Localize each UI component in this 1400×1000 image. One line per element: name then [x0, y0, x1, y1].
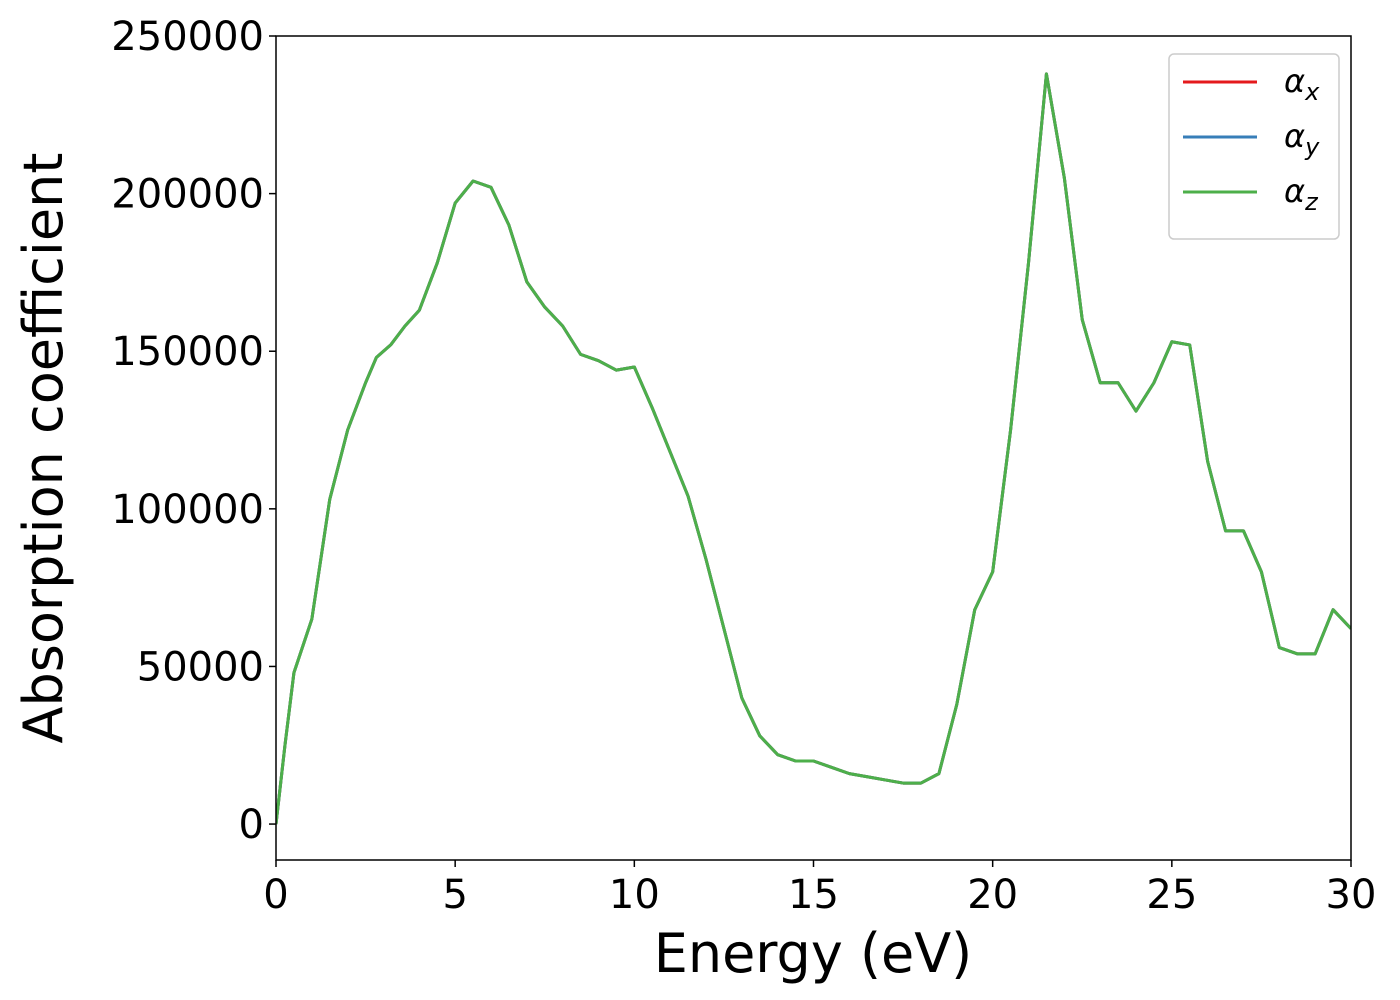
- series-line: [276, 72, 1351, 825]
- legend-label: αy: [1284, 117, 1320, 161]
- y-axis-label: Absorption coefficient: [12, 153, 75, 744]
- plot-frame: [275, 35, 1352, 861]
- legend-label: αz: [1284, 172, 1319, 216]
- y-tick-label: 200000: [111, 172, 264, 218]
- x-tick-label: 25: [1146, 872, 1197, 918]
- x-tick-label: 20: [967, 872, 1018, 918]
- legend-label: αx: [1284, 62, 1320, 106]
- y-tick-label: 150000: [111, 329, 264, 375]
- y-tick-label: 50000: [137, 644, 264, 690]
- x-tick-label: 30: [1326, 872, 1377, 918]
- x-axis-label: Energy (eV): [654, 922, 973, 985]
- y-tick-label: 0: [239, 802, 264, 848]
- x-tick-label: 5: [442, 872, 467, 918]
- y-tick-label: 100000: [111, 487, 264, 533]
- x-tick-label: 0: [263, 872, 288, 918]
- y-tick-label: 250000: [111, 14, 264, 60]
- x-tick-label: 10: [609, 872, 660, 918]
- x-tick-label: 15: [788, 872, 839, 918]
